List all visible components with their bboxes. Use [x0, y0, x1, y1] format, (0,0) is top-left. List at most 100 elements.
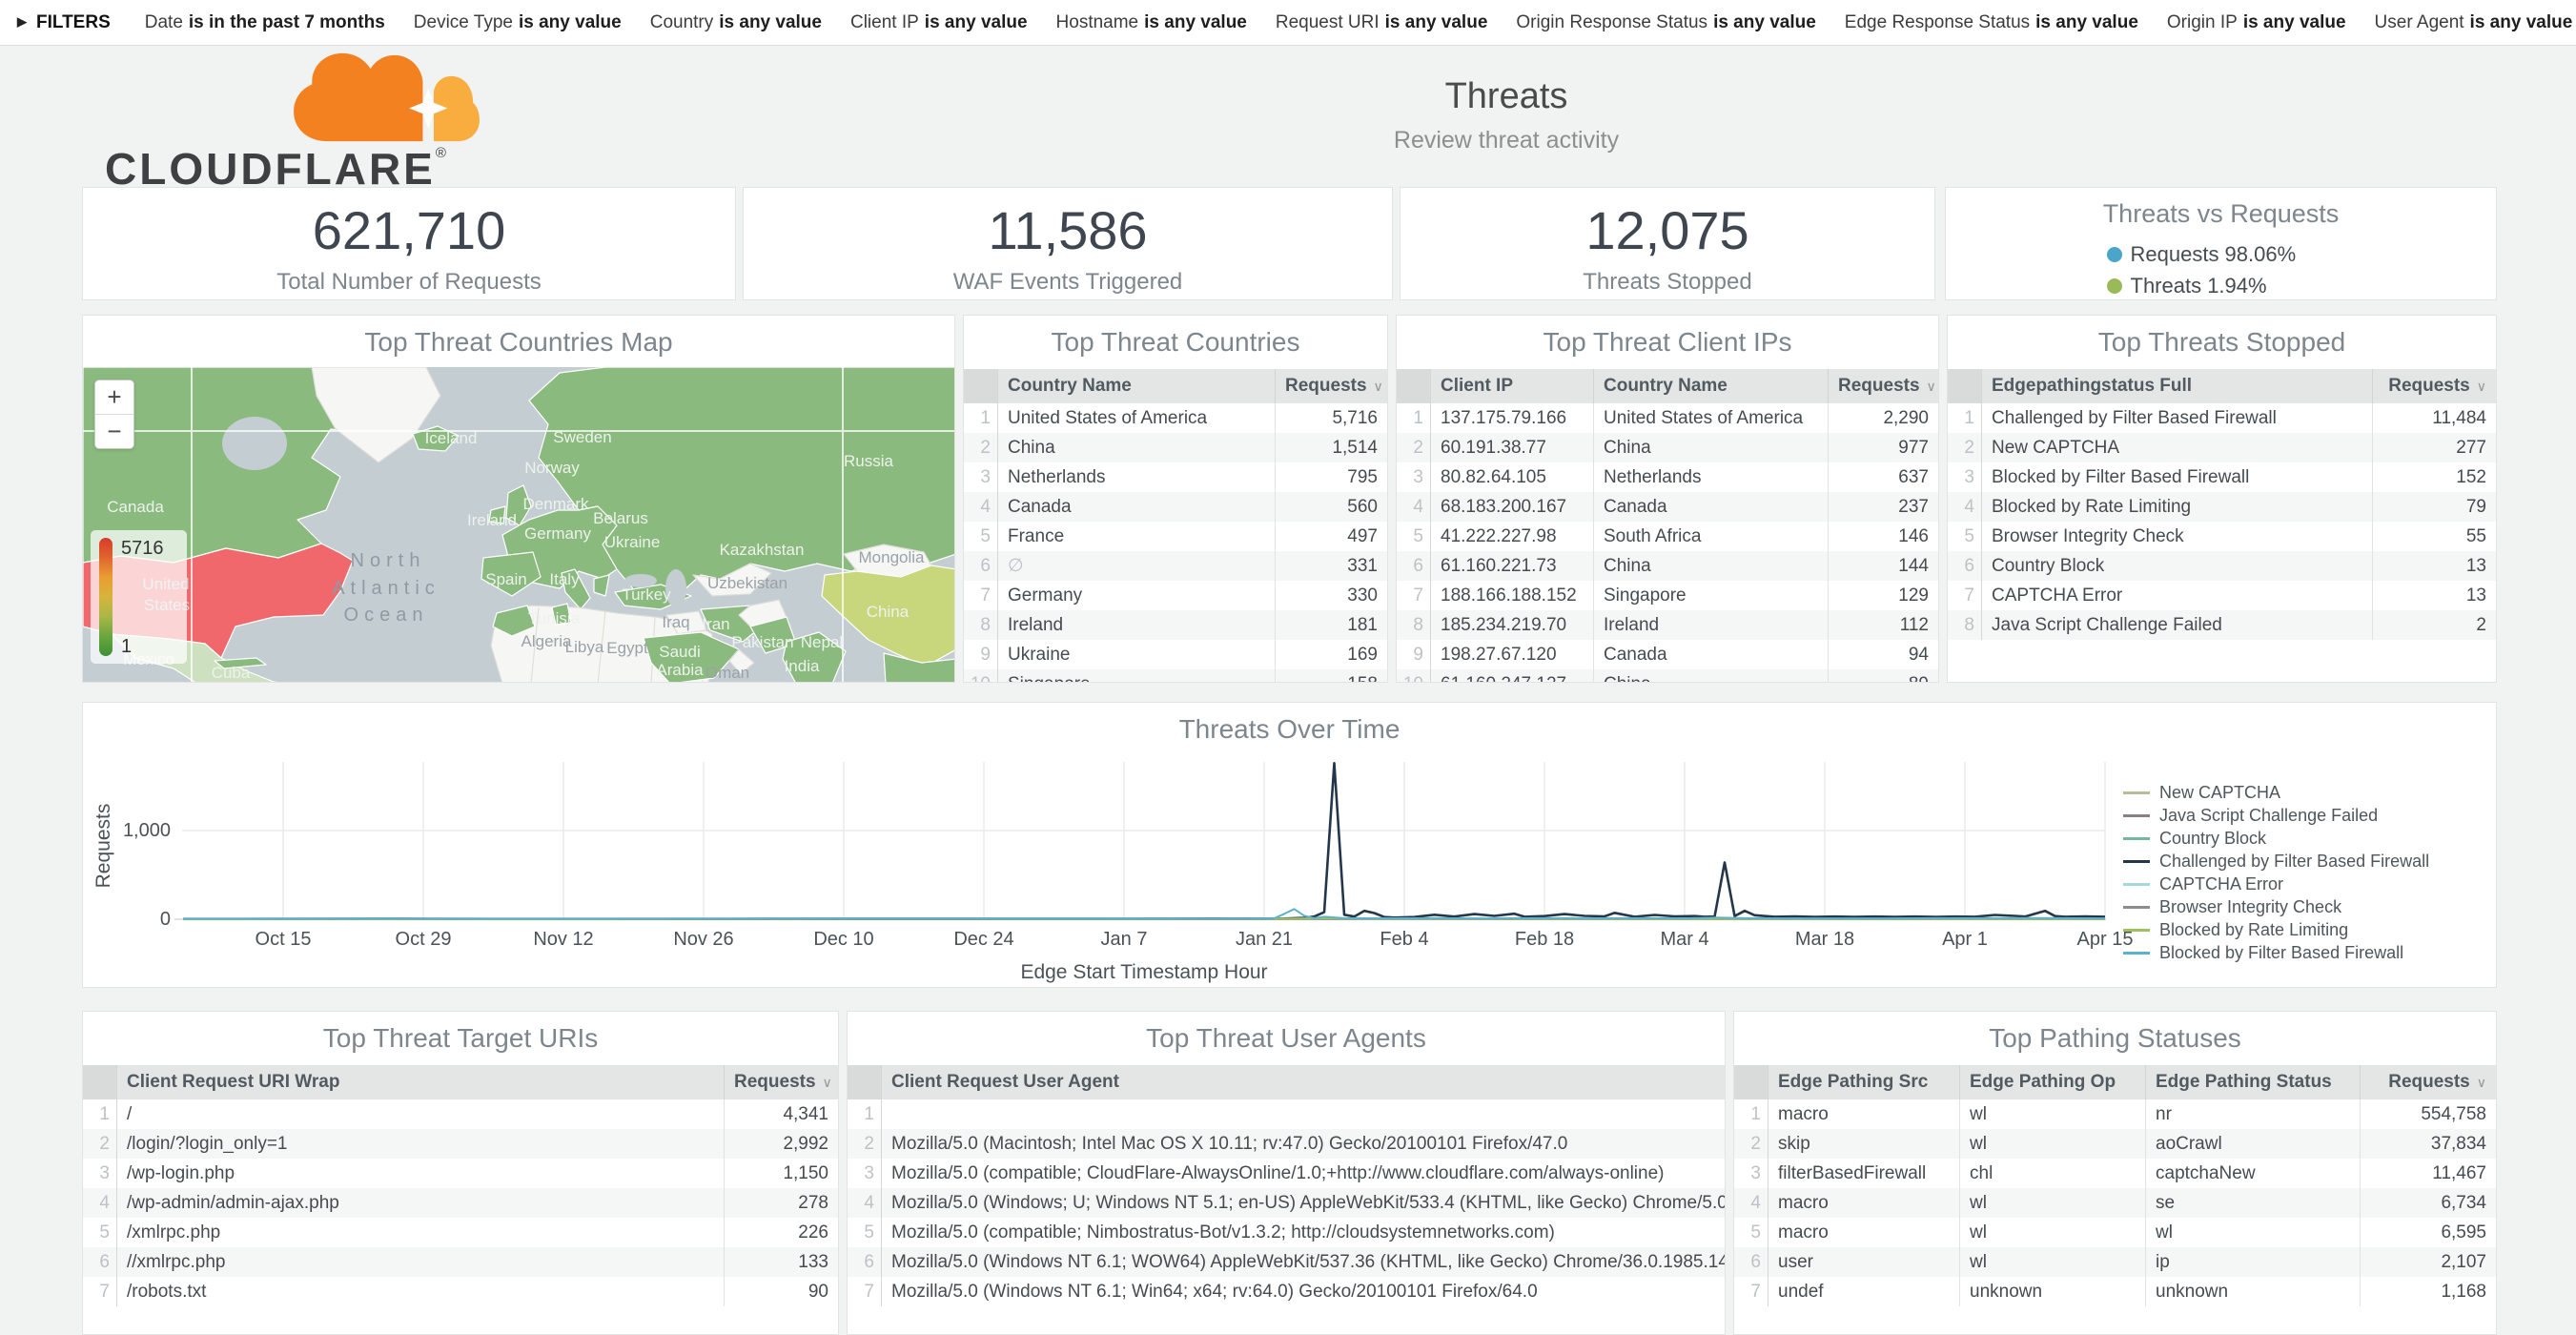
- filters-toggle-label: FILTERS: [36, 12, 111, 32]
- table-cell: user: [1778, 1252, 1813, 1272]
- table-cell: Mozilla/5.0 (Windows NT 6.1; Win64; x64;…: [891, 1282, 1538, 1302]
- top-threat-countries-panel: Top Threat Countries Country Name Request…: [963, 315, 1388, 683]
- panel-title: Top Pathing Statuses: [1989, 1023, 2241, 1053]
- legend-item[interactable]: Browser Integrity Check: [2123, 895, 2429, 918]
- legend-swatch-icon: [2123, 791, 2150, 794]
- x-axis-label: Edge Start Timestamp Hour: [1020, 961, 1267, 983]
- gradient-scale-icon: [99, 538, 112, 656]
- table-cell: United States of America: [1008, 408, 1208, 428]
- stat-value: 621,710: [312, 200, 506, 260]
- column-header-requests[interactable]: Requests ∨: [2372, 369, 2496, 403]
- table-cell: 4,341: [724, 1099, 838, 1129]
- table-row: 2 60.191.38.77 China 977: [1397, 433, 1938, 462]
- table-row: 1 Challenged by Filter Based Firewall 11,4…: [1948, 403, 2496, 433]
- threats-over-time-chart[interactable]: Oct 15 Oct 29 Nov 12 Nov 26 Dec 10 Dec 24 Jan …: [83, 703, 2497, 988]
- sort-descending-icon: ∨: [1373, 379, 1383, 394]
- row-index: 7: [1948, 581, 1982, 610]
- legend-label: Java Script Challenge Failed: [2159, 805, 2379, 825]
- table-cell: 61.160.247.127: [1431, 669, 1593, 682]
- row-index: 1: [1397, 403, 1431, 433]
- legend-item[interactable]: CAPTCHA Error: [2123, 873, 2429, 895]
- filter-chip[interactable]: Country is any value: [650, 12, 822, 32]
- table-cell: macro: [1778, 1222, 1829, 1243]
- map-label: North: [351, 550, 426, 571]
- legend-item-threats[interactable]: Threats 1.94%: [2106, 274, 2336, 298]
- table-cell: China: [1593, 551, 1828, 581]
- filter-chip[interactable]: Request URI is any value: [1276, 12, 1488, 32]
- table-cell: /: [127, 1104, 133, 1124]
- row-index: 4: [1397, 492, 1431, 522]
- legend-item-requests[interactable]: Requests 98.06%: [2106, 242, 2336, 267]
- row-index: 5: [848, 1218, 882, 1247]
- table-row: 6 ∅ 331: [964, 551, 1387, 581]
- table-cell: Blocked by Rate Limiting: [1992, 497, 2192, 517]
- filter-chip[interactable]: Client IP is any value: [850, 12, 1028, 32]
- legend-swatch-icon: [2123, 951, 2150, 955]
- table-row: 5 Browser Integrity Check 55: [1948, 522, 2496, 551]
- column-header-requests[interactable]: Requests ∨: [2360, 1065, 2496, 1099]
- legend-item[interactable]: Challenged by Filter Based Firewall: [2123, 850, 2429, 873]
- filter-chip[interactable]: User Agent is any value: [2375, 12, 2573, 32]
- cloudflare-logo-icon: [294, 52, 480, 142]
- row-index: 3: [1948, 462, 1982, 492]
- table-cell: Canada: [1593, 492, 1828, 522]
- row-index: 3: [83, 1159, 117, 1188]
- table-cell: chl: [1959, 1159, 2145, 1188]
- table-cell: 198.27.67.120: [1441, 645, 1557, 665]
- legend-item[interactable]: Country Block: [2123, 827, 2429, 850]
- legend-item[interactable]: Java Script Challenge Failed: [2123, 804, 2429, 827]
- filter-chip[interactable]: Edge Response Status is any value: [1845, 12, 2138, 32]
- title-block: Threats Review threat activity: [953, 0, 2059, 154]
- row-index: 8: [1948, 610, 1982, 640]
- legend-item[interactable]: Blocked by Filter Based Firewall: [2123, 941, 2429, 964]
- series-line-challenged-by-filter-based-firewall: [182, 761, 2106, 920]
- y-tick-1000: 1,000: [123, 820, 171, 841]
- legend-item[interactable]: New CAPTCHA: [2123, 781, 2429, 804]
- filter-chip[interactable]: Origin IP is any value: [2167, 12, 2346, 32]
- table-row: 9 Ukraine 169: [964, 640, 1387, 669]
- row-index: 7: [1397, 581, 1431, 610]
- row-index: 1: [1734, 1099, 1768, 1129]
- sort-descending-icon: ∨: [822, 1075, 832, 1090]
- table-cell: /wp-admin/admin-ajax.php: [127, 1193, 339, 1213]
- legend-label: Blocked by Rate Limiting: [2159, 919, 2349, 939]
- filter-chip[interactable]: Origin Response Status is any value: [1516, 12, 1815, 32]
- table-header-row: Client IP Country Name Requests ∨: [1397, 369, 1938, 403]
- world-map[interactable]: CanadaUnitedStatesMexicoCubaIcelandIrela…: [83, 366, 954, 682]
- x-tick-label: Feb 4: [1380, 929, 1428, 950]
- filter-field: Origin IP: [2166, 12, 2238, 32]
- pie-legend: Requests 98.06% Threats 1.94%: [1946, 242, 2496, 298]
- row-index: 2: [848, 1129, 882, 1159]
- stat-value: 11,586: [988, 200, 1148, 260]
- table-cell: 226: [724, 1218, 838, 1247]
- zoom-out-button[interactable]: −: [107, 417, 122, 445]
- filter-chip[interactable]: Device Type is any value: [414, 12, 622, 32]
- stat-label: WAF Events Triggered: [952, 269, 1183, 295]
- stat-card-threats-stopped: 12,075 Threats Stopped: [1400, 187, 1935, 300]
- column-header-requests[interactable]: Requests ∨: [1275, 369, 1387, 403]
- filter-chip[interactable]: Hostname is any value: [1056, 12, 1247, 32]
- table-cell: 89: [1828, 669, 1938, 682]
- requests-dot-icon: [2106, 247, 2122, 262]
- stat-label: Threats Stopped: [1583, 269, 1752, 295]
- legend-item[interactable]: Blocked by Rate Limiting: [2123, 918, 2429, 941]
- map-label: Turkey: [622, 585, 671, 604]
- table-cell: 152: [2372, 462, 2496, 492]
- column-header-requests[interactable]: Requests ∨: [1828, 369, 1938, 403]
- filter-chip[interactable]: Date is in the past 7 months: [145, 12, 385, 32]
- row-index: 6: [1948, 551, 1982, 581]
- table-cell: Browser Integrity Check: [1992, 526, 2184, 546]
- page-title: Threats: [1444, 76, 1568, 116]
- top-threat-client-ips-table: Client IP Country Name Requests ∨ 1 137.175.7…: [1397, 369, 1938, 682]
- map-label: Tunisia: [528, 609, 581, 627]
- table-row: 3 80.82.64.105 Netherlands 637: [1397, 462, 1938, 492]
- column-header-requests[interactable]: Requests ∨: [724, 1065, 838, 1099]
- table-cell: Canada: [1008, 497, 1072, 517]
- x-tick-label: Mar 18: [1795, 929, 1854, 950]
- table-cell: Country Block: [1992, 556, 2105, 576]
- table-row: 7 Germany 330: [964, 581, 1387, 610]
- table-cell: 11,467: [2360, 1159, 2496, 1188]
- zoom-in-button[interactable]: +: [95, 380, 133, 415]
- filter-value: is any value: [2242, 12, 2346, 32]
- filters-toggle[interactable]: ▶ FILTERS: [17, 12, 111, 32]
